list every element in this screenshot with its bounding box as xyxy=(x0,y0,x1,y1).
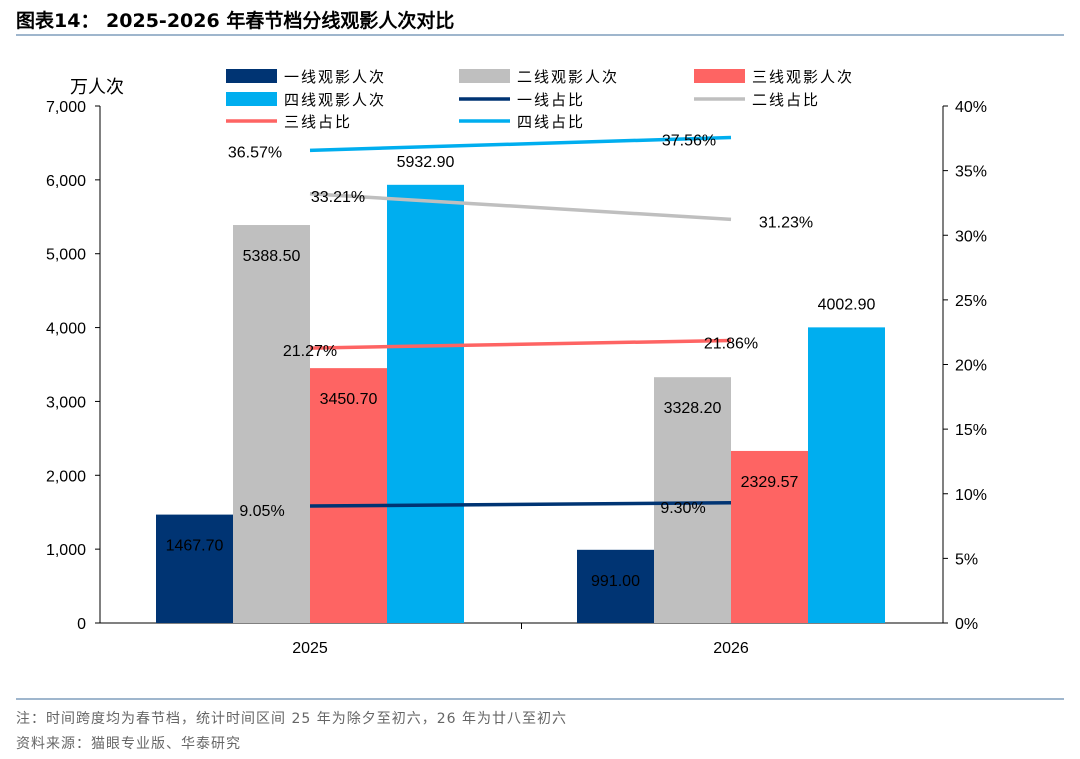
chart-svg: 0 1,000 2,000 3,000 4,000 5,000 6,000 7,000 0% 5%… xyxy=(46,69,987,657)
bar-1-2026 xyxy=(577,549,654,623)
y-tick-label: 3,000 xyxy=(46,394,86,411)
bar-4-2026 xyxy=(808,327,885,623)
bar-data-label: 4002.90 xyxy=(818,296,876,313)
y-tick-label: 2,000 xyxy=(46,468,86,485)
y-tick-label: 4,000 xyxy=(46,321,86,338)
line-data-label: 21.86% xyxy=(704,335,758,352)
bar-4-2025 xyxy=(387,184,464,623)
bar-1-2025 xyxy=(156,514,233,623)
y-tick-label: 6,000 xyxy=(46,173,86,190)
legend-swatch xyxy=(459,69,510,83)
line-二线占比 xyxy=(309,192,732,222)
line-data-label: 33.21% xyxy=(311,189,365,206)
x-tick-label: 2025 xyxy=(292,640,328,657)
y2-tick-label: 10% xyxy=(955,487,987,504)
legend-swatch xyxy=(226,69,277,83)
legend-swatch xyxy=(226,92,277,106)
legend-label: 一线占比 xyxy=(517,92,585,109)
y2-tick-label: 20% xyxy=(955,358,987,375)
bar-data-label: 1467.70 xyxy=(166,538,224,555)
y-tick-label: 0 xyxy=(77,616,86,633)
y-tick-label: 5,000 xyxy=(46,247,86,264)
title-divider xyxy=(16,34,1064,36)
line-data-label: 31.23% xyxy=(759,214,813,231)
legend-label: 三线观影人次 xyxy=(752,69,854,86)
y2-tick-label: 30% xyxy=(955,228,987,245)
bar-data-label: 3450.70 xyxy=(320,391,378,408)
line-data-label: 36.57% xyxy=(228,144,282,161)
line-一线占比 xyxy=(309,501,732,508)
legend-label: 二线占比 xyxy=(752,92,820,109)
x-tick-label: 2026 xyxy=(713,640,749,657)
bar-data-label: 991.00 xyxy=(591,573,640,590)
y-tick-label: 1,000 xyxy=(46,542,86,559)
line-四线占比 xyxy=(309,135,732,153)
bar-3-2026 xyxy=(731,450,808,623)
y2-tick-label: 5% xyxy=(955,551,978,568)
y2-tick-label: 15% xyxy=(955,422,987,439)
line-data-label: 9.05% xyxy=(239,503,284,520)
y-tick-label: 7,000 xyxy=(46,99,86,116)
chart-title: 图表14： 2025-2026 年春节档分线观影人次对比 xyxy=(16,10,455,32)
legend-swatch xyxy=(694,69,745,83)
bar-3-2025 xyxy=(310,368,387,623)
bar-data-label: 5388.50 xyxy=(243,248,301,265)
y2-tick-label: 0% xyxy=(955,616,978,633)
bar-2-2026 xyxy=(654,377,731,623)
line-data-label: 37.56% xyxy=(662,133,716,150)
line-data-label: 9.30% xyxy=(660,500,705,517)
legend-label: 四线占比 xyxy=(517,114,585,131)
y2-tick-label: 40% xyxy=(955,99,987,116)
bar-data-label: 3328.20 xyxy=(664,400,722,417)
chart-source: 资料来源：猫眼专业版、华泰研究 xyxy=(16,736,241,752)
legend-label: 一线观影人次 xyxy=(284,69,386,86)
chart-note: 注：时间跨度均为春节档，统计时间区间 25 年为除夕至初六，26 年为廿八至初六 xyxy=(16,711,567,727)
bar-data-label: 2329.57 xyxy=(741,474,799,491)
bar-2-2025 xyxy=(233,225,310,623)
legend-label: 三线占比 xyxy=(284,114,352,131)
footer-divider xyxy=(16,698,1064,700)
bar-data-label: 5932.90 xyxy=(397,154,455,171)
y2-tick-label: 25% xyxy=(955,293,987,310)
line-data-label: 21.27% xyxy=(283,343,337,360)
y2-tick-label: 35% xyxy=(955,164,987,181)
legend-label: 四线观影人次 xyxy=(284,92,386,109)
line-三线占比 xyxy=(309,338,732,350)
y-axis-label: 万人次 xyxy=(70,77,124,97)
legend-label: 二线观影人次 xyxy=(517,69,619,86)
